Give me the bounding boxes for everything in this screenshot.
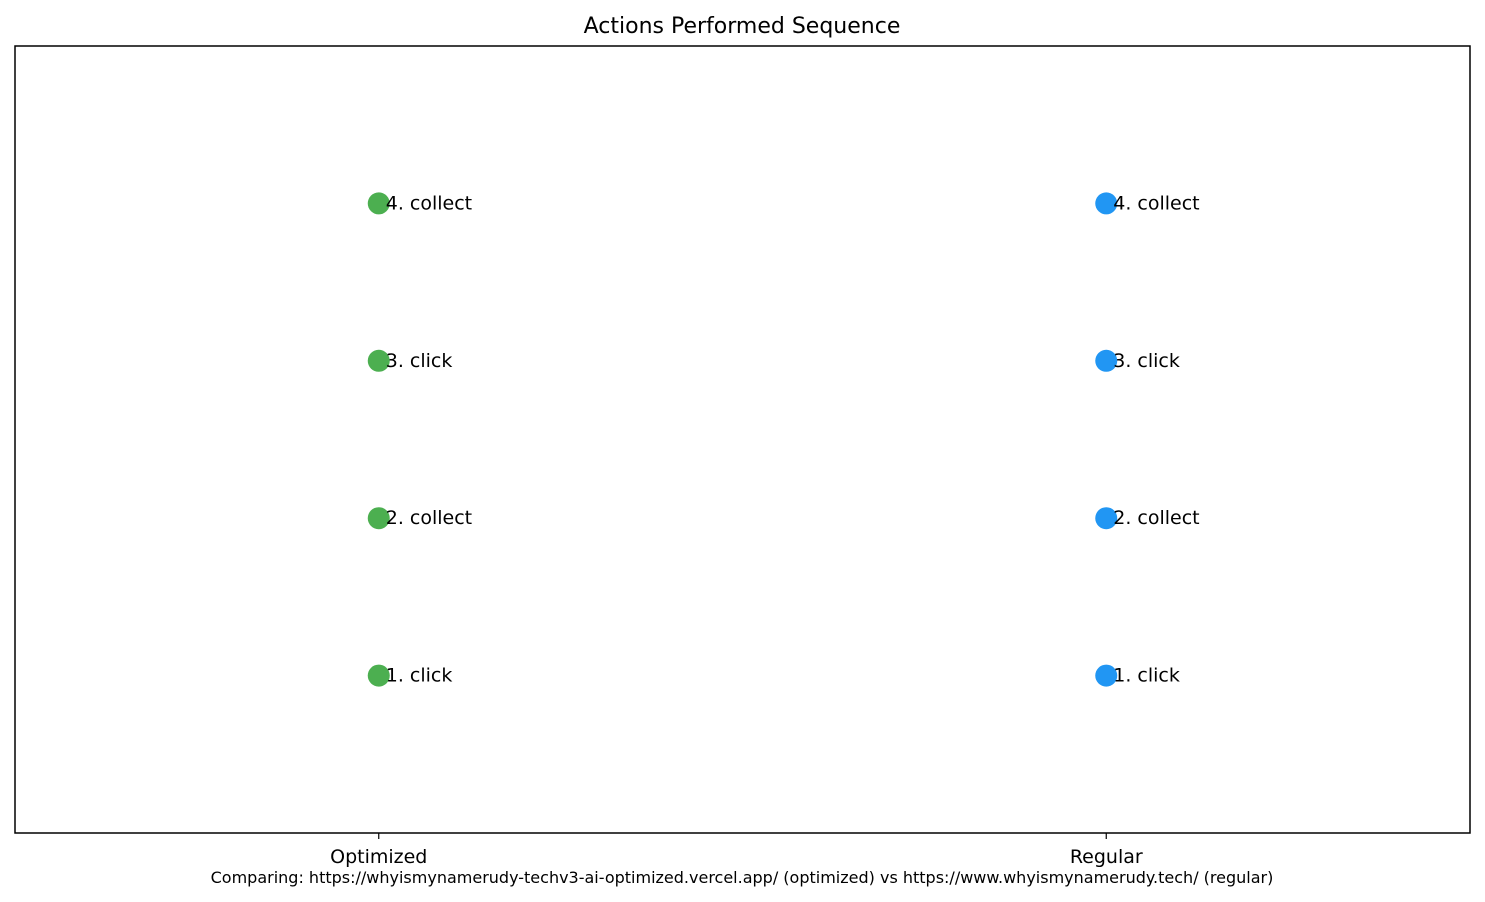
data-label-s1-0: 1. click: [1113, 665, 1180, 687]
data-label-s1-2: 3. click: [1113, 350, 1180, 372]
x-tick-label-1: Regular: [1070, 846, 1143, 868]
data-point-s1-3: [1095, 192, 1118, 215]
x-axis-ticks: Optimized Regular: [330, 833, 1143, 868]
data-label-s1-1: 2. collect: [1113, 507, 1199, 529]
data-label-s0-0: 1. click: [386, 665, 453, 687]
data-point-s0-0: [367, 664, 390, 687]
data-label-s0-1: 2. collect: [386, 507, 472, 529]
comparison-caption: Comparing: https://whyismynamerudy-techv…: [211, 868, 1274, 887]
data-label-s0-2: 3. click: [386, 350, 453, 372]
data-point-s0-1: [367, 507, 390, 530]
chart-title: Actions Performed Sequence: [584, 14, 901, 39]
data-point-s1-2: [1095, 349, 1118, 372]
plot-area-frame: [14, 45, 1471, 834]
data-point-s1-1: [1095, 507, 1118, 530]
data-point-s0-2: [367, 349, 390, 372]
data-label-s0-3: 4. collect: [386, 192, 472, 214]
data-points: 1. click 2. collect 3. click 4. collect 1. c…: [367, 192, 1200, 687]
data-label-s1-3: 4. collect: [1113, 192, 1199, 214]
data-point-s0-3: [367, 192, 390, 215]
data-point-s1-0: [1095, 664, 1118, 687]
x-tick-label-0: Optimized: [330, 846, 427, 868]
